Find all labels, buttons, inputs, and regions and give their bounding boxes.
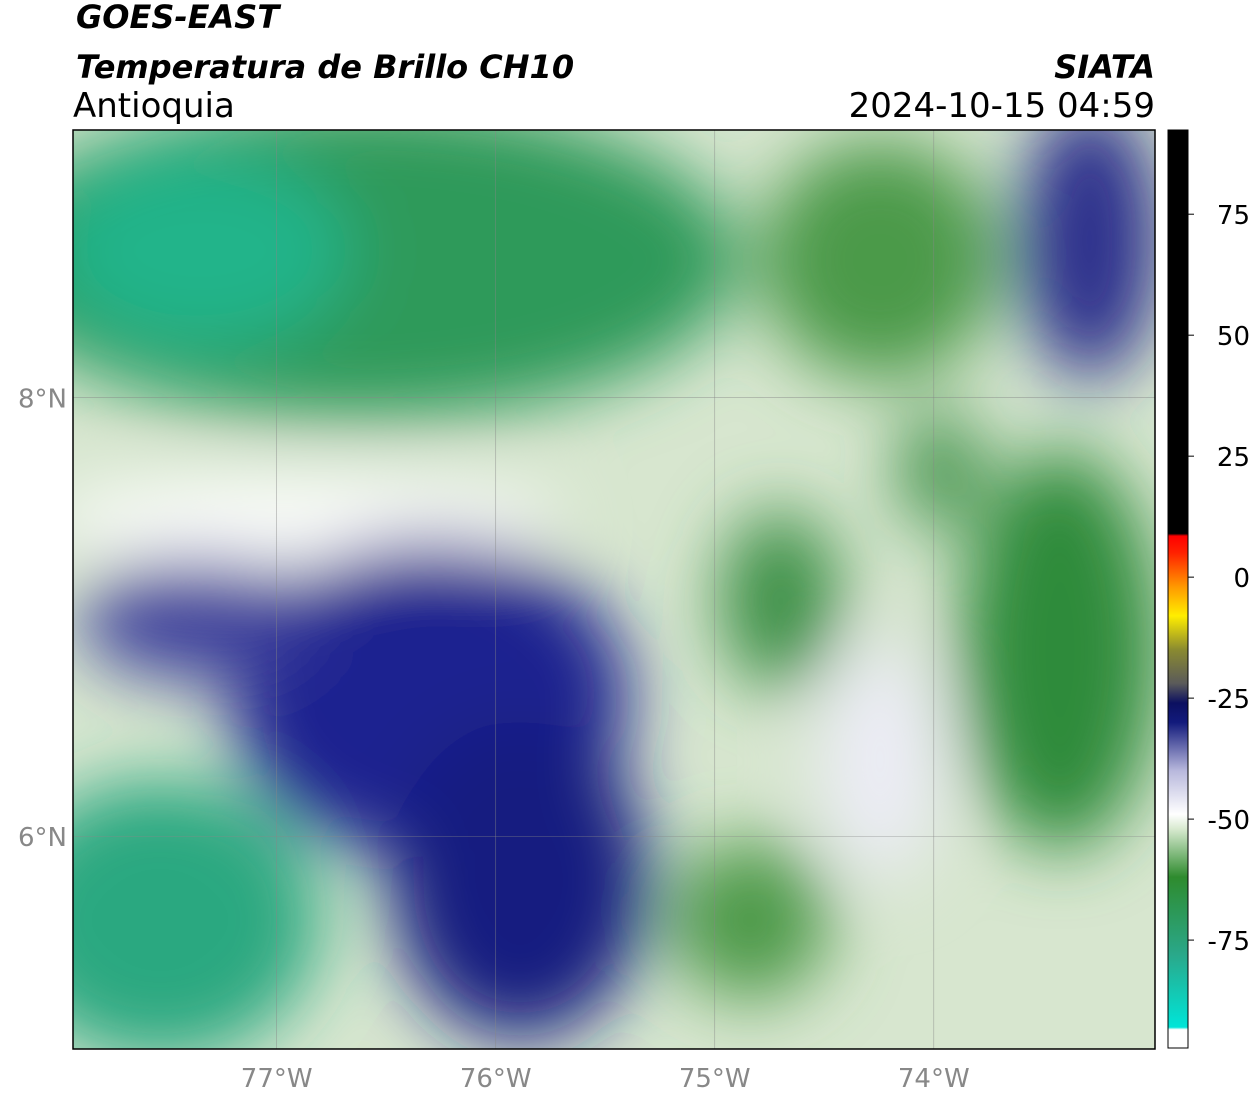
lat-tick-label: 6°N [18, 823, 67, 853]
source: SIATA [1054, 48, 1155, 86]
colorbar-tick-label: -50 [1208, 806, 1250, 836]
lon-tick-label: 76°W [460, 1064, 532, 1094]
colorbar-ticks: 75 50 25 0 -25 -50 -75 [1188, 201, 1250, 957]
map-image [73, 130, 1155, 1049]
lon-tick-label: 75°W [679, 1064, 751, 1094]
colorbar-tick-label: 75 [1217, 201, 1250, 231]
colorbar-tick-label: -25 [1208, 685, 1250, 715]
lon-tick-label: 74°W [898, 1064, 970, 1094]
map-frame [72, 129, 1156, 1050]
axis-labels: 77°W 76°W 75°W 74°W 8°N 6°N [18, 385, 970, 1094]
datetime: 2024-10-15 04:59 [849, 86, 1155, 126]
title: GOES-EAST [76, 0, 281, 36]
colorbar [1167, 129, 1189, 1049]
lon-tick-label: 77°W [241, 1064, 313, 1094]
colorbar-tick-label: -75 [1208, 927, 1250, 957]
graticule [73, 130, 1155, 1049]
region: Antioquia [73, 86, 235, 126]
colorbar-tick-label: 0 [1233, 564, 1250, 594]
colorbar-tick-label: 50 [1217, 322, 1250, 352]
subtitle: Temperatura de Brillo CH10 [76, 48, 574, 86]
colorbar-tick-label: 25 [1217, 443, 1250, 473]
lat-tick-label: 8°N [18, 385, 67, 415]
